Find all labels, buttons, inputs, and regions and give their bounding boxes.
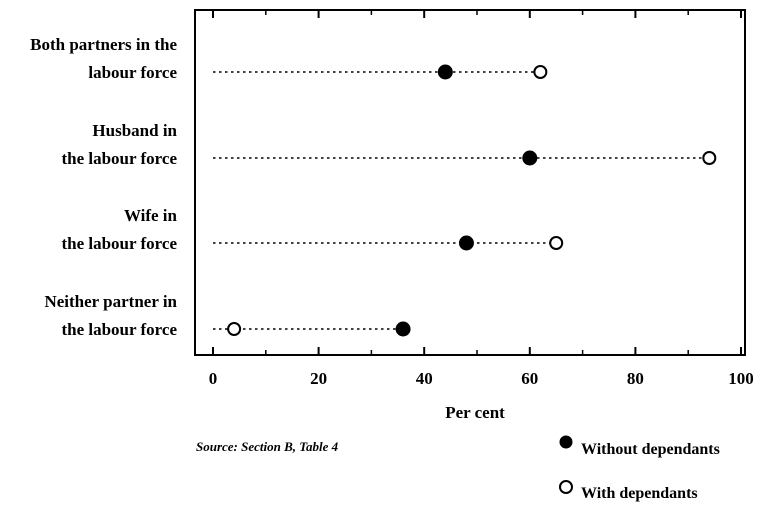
point-with-dependants-1 [703, 152, 715, 164]
tick-label-60: 60 [521, 369, 538, 388]
legend-label-without-dependants: Without dependants [581, 441, 720, 458]
category-label-3-line2: the labour force [61, 320, 177, 339]
point-with-dependants-2 [550, 237, 562, 249]
tick-label-0: 0 [209, 369, 218, 388]
tick-label-80: 80 [627, 369, 644, 388]
dotted-leader-lines [213, 72, 709, 329]
point-without-dependants-2 [459, 236, 473, 250]
category-label-1-line2: the labour force [61, 149, 177, 168]
category-label-2-line2: the labour force [61, 234, 177, 253]
point-with-dependants-0 [534, 66, 546, 78]
category-labels: Both partners in the labour force Husband … [30, 35, 177, 339]
point-without-dependants-3 [396, 322, 410, 336]
x-axis-title: Per cent [445, 403, 505, 422]
category-label-0-line1: Both partners in the [30, 35, 177, 54]
legend-label-with-dependants: With dependants [581, 485, 698, 502]
point-without-dependants-0 [438, 65, 452, 79]
legend: Without dependants With dependants [560, 436, 720, 503]
data-points [228, 65, 715, 336]
source-note: Source: Section B, Table 4 [196, 439, 339, 454]
category-label-2-line1: Wife in [124, 206, 178, 225]
category-label-1-line1: Husband in [92, 121, 177, 140]
category-label-3-line1: Neither partner in [44, 292, 177, 311]
tick-label-40: 40 [416, 369, 433, 388]
x-axis-ticks: 0 20 40 60 80 100 [209, 10, 754, 388]
tick-label-20: 20 [310, 369, 327, 388]
plot-frame [195, 10, 745, 355]
tick-label-100: 100 [728, 369, 754, 388]
point-without-dependants-1 [523, 151, 537, 165]
legend-marker-filled [560, 436, 573, 449]
point-with-dependants-3 [228, 323, 240, 335]
legend-marker-open [560, 481, 572, 493]
category-label-0-line2: labour force [88, 63, 177, 82]
